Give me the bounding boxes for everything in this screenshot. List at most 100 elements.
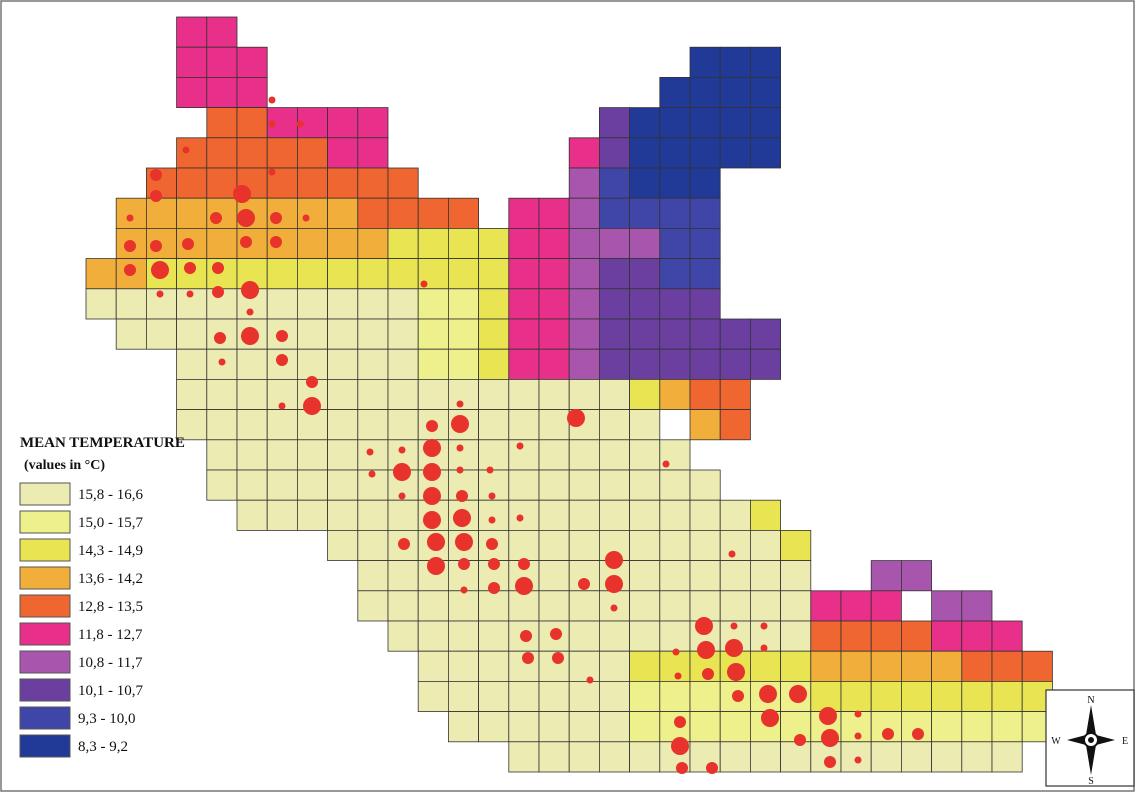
grid-cell [780,620,812,652]
grid-cell [236,46,268,78]
grid-cell [145,318,177,350]
station-dot [456,444,464,452]
grid-cell [599,197,631,229]
grid-cell [931,650,963,682]
station-dot [426,420,438,432]
legend-swatch-2 [19,538,71,562]
grid-cell [689,197,721,229]
grid-cell [327,469,359,501]
grid-cell [568,469,600,501]
grid-cell [85,288,117,320]
grid-cell [357,107,389,139]
station-dot [124,240,136,252]
station-dot [760,622,768,630]
grid-cell [659,620,691,652]
grid-cell [659,378,691,410]
grid-cell [538,590,570,622]
grid-cell [568,378,600,410]
station-dot [237,209,255,227]
grid-cell [599,499,631,531]
grid-cell [357,258,389,290]
station-dot [676,762,688,774]
grid-cell [176,77,208,109]
station-dot [270,236,282,248]
grid-cell [387,499,419,531]
grid-cell [296,197,328,229]
legend-label-5: 11,8 - 12,7 [78,627,143,643]
grid-cell [629,499,661,531]
grid-cell [568,681,600,713]
station-dot [520,630,532,642]
station-dot [732,690,744,702]
station-dot [730,622,738,630]
grid-cell [840,590,872,622]
legend-label-2: 14,3 - 14,9 [78,543,143,559]
station-dot [423,439,441,457]
legend-swatch-3 [19,566,71,590]
station-dot [516,514,524,522]
grid-cell [599,469,631,501]
grid-cell [478,650,510,682]
grid-cell [206,46,238,78]
grid-cell [629,318,661,350]
grid-cell [447,348,479,380]
grid-cell [689,681,721,713]
legend-swatch-0 [19,482,71,506]
grid-cell [840,741,872,773]
station-dot [912,728,924,740]
grid-cell [931,590,963,622]
station-dot [182,238,194,250]
station-dot [276,354,288,366]
station-dot [303,397,321,415]
station-dot [268,120,276,128]
grid-cell [629,227,661,259]
grid-cell [568,620,600,652]
grid-cell [387,590,419,622]
grid-cell [689,560,721,592]
grid-cell [508,378,540,410]
grid-cell [387,409,419,441]
grid-cell [387,288,419,320]
grid-cell [538,681,570,713]
grid-cell [568,137,600,169]
station-dot [674,716,686,728]
grid-cell [659,318,691,350]
legend-label-3: 13,6 - 14,2 [78,571,143,587]
grid-cell [447,288,479,320]
station-dot [522,652,534,664]
grid-cell [357,499,389,531]
grid-cell [689,107,721,139]
station-dot [794,734,806,746]
grid-cell [659,530,691,562]
grid-cell [417,590,449,622]
station-dot [233,185,251,203]
grid-cell [599,227,631,259]
grid-cell [991,681,1023,713]
grid-cell [599,137,631,169]
station-dot [420,280,428,288]
compass-north-arrow [1086,705,1096,740]
grid-cell [296,258,328,290]
grid-cell [206,107,238,139]
grid-cell [447,318,479,350]
grid-cell [901,620,933,652]
station-dot [456,400,464,408]
grid-cell [538,530,570,562]
grid-cell [447,620,479,652]
grid-cell [538,378,570,410]
grid-cell [629,439,661,471]
grid-cell [599,258,631,290]
grid-cell [296,227,328,259]
grid-cell [750,560,782,592]
station-dot [268,168,276,176]
station-dot [727,663,745,681]
grid-cell [357,348,389,380]
grid-cell [357,197,389,229]
grid-cell [961,711,993,743]
station-dot [398,492,406,500]
compass-rose: N S E W [1045,689,1135,787]
station-dot [398,538,410,550]
grid-cell [780,560,812,592]
grid-cell [538,288,570,320]
grid-cell [387,258,419,290]
